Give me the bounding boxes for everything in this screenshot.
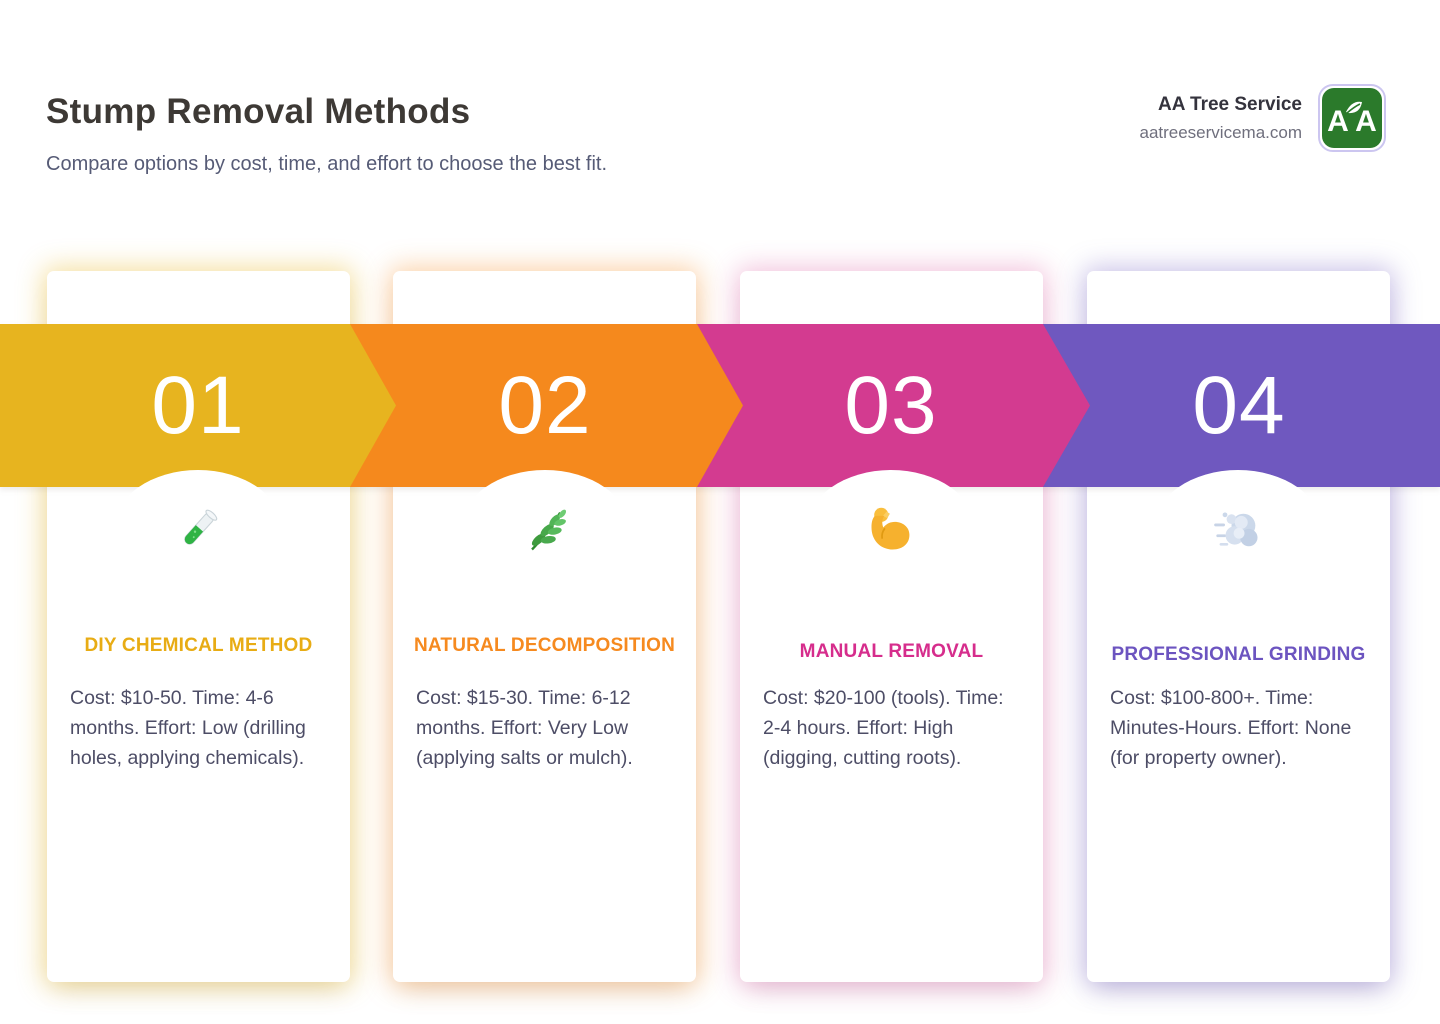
icon-notch [460,470,630,590]
method-title: MANUAL REMOVAL [799,641,984,662]
method-description: Cost: $20-100 (tools). Time: 2-4 hours. … [763,687,1004,769]
svg-text:A: A [1355,105,1377,138]
tree-service-logo-icon: A A [1322,88,1382,148]
icon-notch [1153,470,1323,590]
method-title: NATURAL DECOMPOSITION [413,635,676,656]
step-band-4 [1041,324,1440,487]
brand-block: AA Tree Service aatreeservicema.com A A [1139,84,1386,152]
flexed-biceps-icon [871,507,910,550]
step-number: 01 [151,359,245,451]
icon-notch [806,470,976,590]
dash-puff-icon [1214,512,1258,547]
method-title: PROFESSIONAL GRINDING [1111,644,1366,665]
step-bands [0,324,1440,487]
method-description: Cost: $10-50. Time: 4-6 months. Effort: … [70,687,306,769]
step-number: 04 [1192,359,1286,451]
step-band-2 [348,324,743,487]
svg-text:A: A [1327,105,1349,138]
page-title: Stump Removal Methods [46,92,471,131]
method-title: DIY CHEMICAL METHOD [84,635,313,656]
brand-name: AA Tree Service [1158,93,1302,115]
page-subtitle: Compare options by cost, time, and effor… [46,153,608,175]
step-band-3 [695,324,1090,487]
step-number: 03 [844,359,938,451]
brand-website: aatreeservicema.com [1139,122,1302,142]
test-tube-icon [184,509,218,545]
step-band-1 [0,324,396,487]
herb-icon [531,509,567,551]
icon-notch [113,470,283,590]
brand-logo: A A [1318,84,1386,152]
method-description: Cost: $100-800+. Time: Minutes-Hours. Ef… [1110,687,1352,769]
brand-text: AA Tree Service aatreeservicema.com [1139,94,1302,143]
step-number: 02 [498,359,592,451]
method-description: Cost: $15-30. Time: 6-12 months. Effort:… [416,687,633,769]
